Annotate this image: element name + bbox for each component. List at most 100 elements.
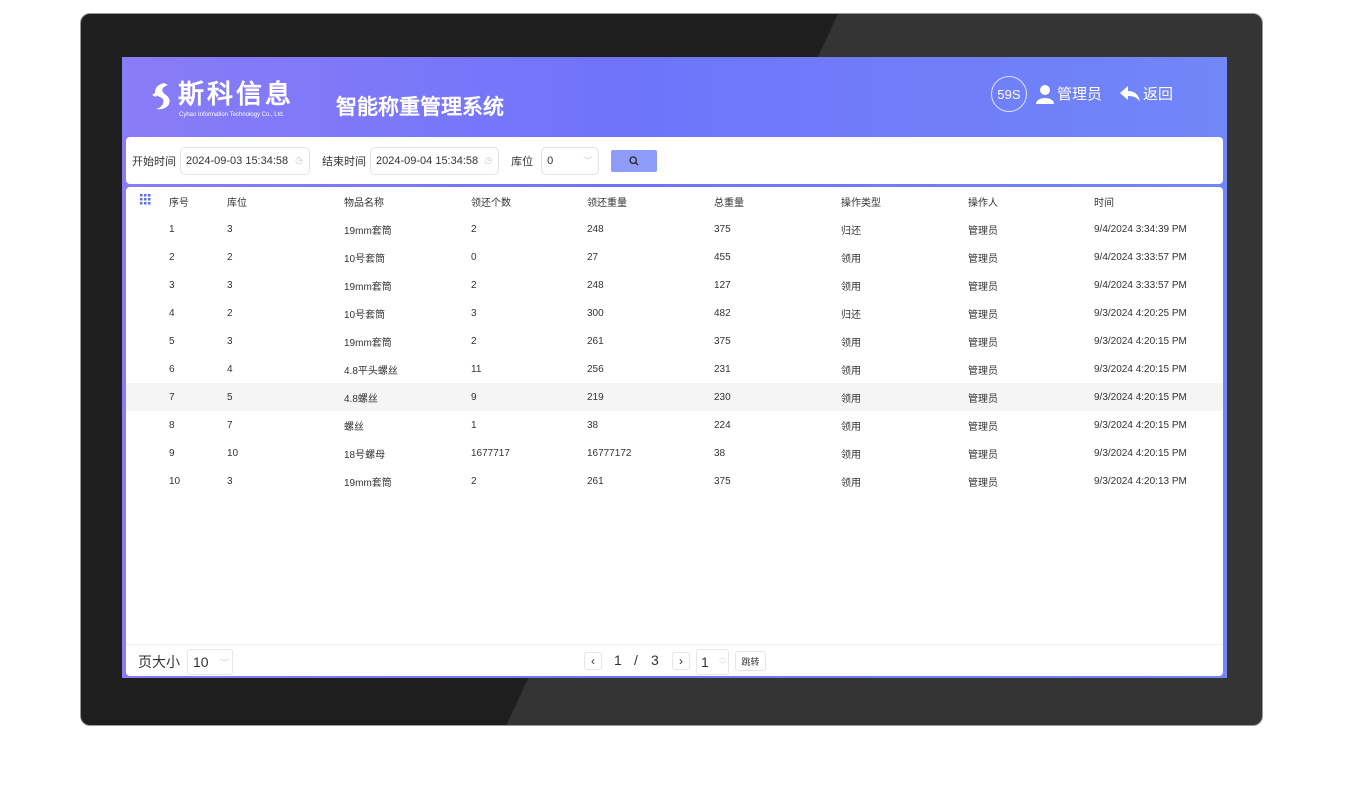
table-cell: 9/3/2024 4:20:13 PM <box>1094 475 1187 487</box>
table-cell: 9 <box>471 383 587 411</box>
start-time-label: 开始时间 <box>132 155 176 168</box>
column-header[interactable]: 领还个数 <box>471 197 511 209</box>
table-cell: 6 <box>169 363 175 375</box>
column-header[interactable]: 库位 <box>227 197 247 209</box>
user-icon <box>1036 84 1054 104</box>
row-spacer <box>126 215 169 243</box>
table-cell: 5 <box>169 335 175 347</box>
table-cell: 2 <box>227 251 233 263</box>
next-page-button[interactable]: › <box>672 652 690 670</box>
start-time-input[interactable]: 2024-09-03 15:34:58 ◷ <box>180 146 310 175</box>
column-header[interactable]: 领还重量 <box>587 197 627 209</box>
table-cell: 38 <box>714 447 726 459</box>
table-cell: 248 <box>587 223 604 235</box>
grid-icon[interactable] <box>140 194 151 205</box>
table-row[interactable]: 5 3 19mm套筒 2 261 375 领用 管理员 9/3/2024 4:20:15 PM <box>126 327 1223 355</box>
page-size-label: 页大小 <box>138 654 180 670</box>
table-row[interactable]: 8 7 螺丝 1 38 224 领用 管理员 9/3/2024 4:20:15 PM <box>126 411 1223 439</box>
table-cell: 领用 <box>841 421 861 433</box>
filter-bar: 开始时间 2024-09-03 15:34:58 ◷ 结束时间 2024-09-0… <box>126 137 1223 184</box>
table-row[interactable]: 3 3 19mm套筒 2 248 127 领用 管理员 9/4/2024 3:33:57 PM <box>126 271 1223 299</box>
table-row[interactable]: 9 10 18号螺母 1677717 16777172 38 领用 管理员 9/3/2024 4… <box>126 439 1223 467</box>
table-cell: 9/3/2024 4:20:15 PM <box>1094 383 1223 411</box>
table-cell: 231 <box>714 363 731 375</box>
table-cell: 27 <box>587 251 599 263</box>
table-cell: 9/3/2024 4:20:15 PM <box>1094 363 1187 375</box>
table-cell: 管理员 <box>968 421 998 433</box>
chevron-right-icon: › <box>679 654 683 668</box>
table-cell: 3 <box>471 307 477 319</box>
table-cell: 领用 <box>841 253 861 265</box>
column-header[interactable]: 物品名称 <box>344 197 384 209</box>
table-cell: 领用 <box>841 449 861 461</box>
row-spacer <box>126 355 169 383</box>
row-spacer <box>126 439 169 467</box>
table-cell: 管理员 <box>968 337 998 349</box>
table-cell: 3 <box>227 223 233 235</box>
table-cell: 管理员 <box>968 383 1094 411</box>
column-header[interactable]: 时间 <box>1094 197 1114 209</box>
page-size-select[interactable]: 10 ﹀ <box>187 649 233 675</box>
table-cell: 领用 <box>841 365 861 377</box>
table-row[interactable]: 10 3 19mm套筒 2 261 375 领用 管理员 9/3/2024 4:20:13 PM <box>126 467 1223 495</box>
column-header[interactable]: 操作类型 <box>841 197 881 209</box>
table-cell: 归还 <box>841 225 861 237</box>
table-cell: 2 <box>169 251 175 263</box>
stepper-icon[interactable]: ︿ ﹀ <box>719 654 726 669</box>
total-pages: 3 <box>651 652 659 668</box>
prev-page-button[interactable]: ‹ <box>584 652 602 670</box>
start-time-value: 2024-09-03 15:34:58 <box>186 154 289 167</box>
jump-button[interactable]: 跳转 <box>735 651 766 671</box>
end-time-input[interactable]: 2024-09-04 15:34:58 ◷ <box>370 146 500 175</box>
table-cell: 3 <box>169 279 175 291</box>
table-cell: 375 <box>714 223 731 235</box>
page-separator: / <box>634 652 638 668</box>
page-title: 智能称重管理系统 <box>336 96 504 119</box>
user-menu[interactable]: 管理员 <box>1036 83 1102 104</box>
table-row[interactable]: 2 2 10号套筒 0 27 455 领用 管理员 9/4/2024 3:33:57 PM <box>126 243 1223 271</box>
table-cell: 9/3/2024 4:20:25 PM <box>1094 307 1187 319</box>
location-select[interactable]: 0 ﹀ <box>541 146 600 175</box>
table-row[interactable]: 6 4 4.8平头螺丝 11 256 231 领用 管理员 9/3/2024 4:20:15 P… <box>126 355 1223 383</box>
column-header[interactable]: 序号 <box>169 197 189 209</box>
table-cell: 2 <box>471 279 477 291</box>
table-cell: 455 <box>714 251 731 263</box>
table-cell: 256 <box>587 363 604 375</box>
table-row[interactable]: 7 5 4.8螺丝 9 219 230 领用 管理员 9/3/2024 4:20:15 PM <box>126 383 1223 411</box>
table-cell: 10号套筒 <box>344 253 386 265</box>
table-row[interactable]: 1 3 19mm套筒 2 248 375 归还 管理员 9/4/2024 3:34:39 PM <box>126 215 1223 243</box>
reply-arrow-icon <box>1120 85 1140 102</box>
search-button[interactable] <box>611 149 658 172</box>
table-cell: 管理员 <box>968 449 998 461</box>
jump-page-input[interactable]: 1 ︿ ﹀ <box>696 649 729 675</box>
table-cell: 3 <box>227 335 233 347</box>
back-label: 返回 <box>1143 86 1174 103</box>
chevron-down-icon: ﹀ <box>219 657 229 668</box>
table-cell: 领用 <box>841 281 861 293</box>
logo-icon <box>152 83 170 110</box>
page-size-value: 10 <box>193 654 209 670</box>
table-cell: 9/4/2024 3:33:57 PM <box>1094 251 1187 263</box>
table-cell: 230 <box>714 383 841 411</box>
table-cell: 261 <box>587 335 604 347</box>
column-header[interactable]: 操作人 <box>968 197 998 209</box>
table-cell: 领用 <box>841 383 968 411</box>
row-spacer <box>126 383 169 411</box>
table-cell: 领用 <box>841 337 861 349</box>
table-row[interactable]: 4 2 10号套筒 3 300 482 归还 管理员 9/3/2024 4:20:25 PM <box>126 299 1223 327</box>
table-cell: 9/3/2024 4:20:15 PM <box>1094 419 1187 431</box>
end-time-label: 结束时间 <box>322 155 366 168</box>
row-spacer <box>126 299 169 327</box>
table-cell: 261 <box>587 475 604 487</box>
back-button[interactable]: 返回 <box>1120 83 1173 104</box>
logo-name: 斯科信息 <box>178 79 295 109</box>
table-cell: 10号套筒 <box>344 309 386 321</box>
table-cell: 5 <box>227 383 344 411</box>
column-header[interactable]: 总重量 <box>714 197 744 209</box>
table-cell: 管理员 <box>968 225 998 237</box>
table-cell: 16777172 <box>587 447 632 459</box>
table-cell: 螺丝 <box>344 421 364 433</box>
table-cell: 18号螺母 <box>344 449 386 461</box>
